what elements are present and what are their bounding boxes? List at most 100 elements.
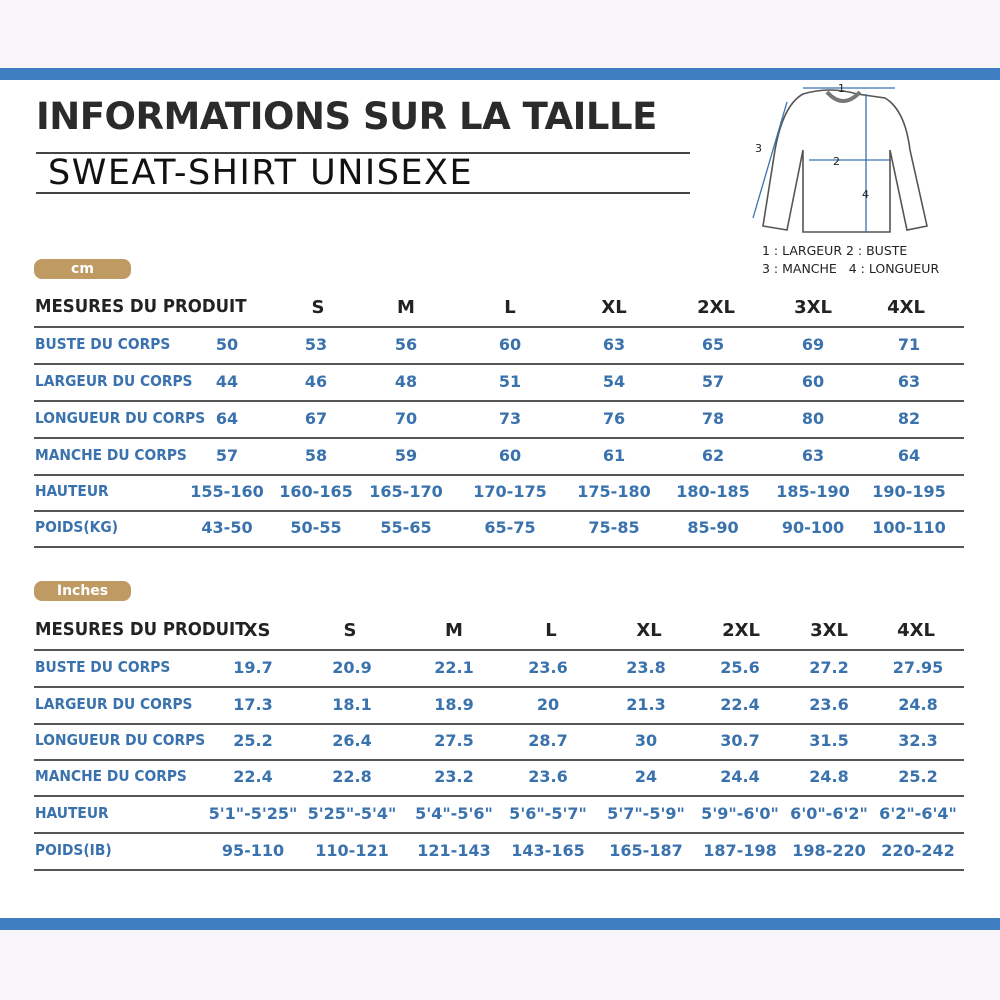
table-cell: 6'0"-6'2" bbox=[790, 804, 868, 823]
table-header-row: MESURES DU PRODUIT S M L XL 2XL 3XL 4XL bbox=[34, 290, 964, 328]
table-cell: 187-198 bbox=[703, 841, 777, 860]
divider bbox=[36, 192, 690, 194]
table-cell: 27.2 bbox=[809, 658, 849, 677]
table-cell: 5'7"-5'9" bbox=[607, 804, 685, 823]
size-header: M bbox=[445, 620, 463, 641]
table-cell: 24.8 bbox=[809, 767, 849, 786]
table-cell: 24.4 bbox=[720, 767, 760, 786]
diagram-legend-2: 3 : MANCHE 4 : LONGUEUR bbox=[762, 261, 940, 276]
table-cell: 60 bbox=[498, 446, 522, 465]
table-cell: 95-110 bbox=[221, 841, 285, 860]
page-title: INFORMATIONS SUR LA TAILLE bbox=[36, 95, 657, 138]
table-cell: 57 bbox=[701, 372, 725, 391]
table-cell: 65-75 bbox=[484, 518, 536, 537]
table-cell: 50-55 bbox=[290, 518, 342, 537]
table-cell: 31.5 bbox=[809, 731, 849, 750]
table-cell: 121-143 bbox=[417, 841, 491, 860]
table-cell: 5'6"-5'7" bbox=[509, 804, 587, 823]
size-header: XL bbox=[636, 620, 662, 641]
table-cell: 5'25"-5'4" bbox=[307, 804, 397, 823]
table-cell: 22.4 bbox=[720, 695, 760, 714]
row-label: HAUTEUR bbox=[35, 482, 109, 500]
table-cell: 18.9 bbox=[434, 695, 474, 714]
table-cell: 63 bbox=[602, 335, 626, 354]
table-cell: 22.8 bbox=[332, 767, 372, 786]
table-cell: 54 bbox=[602, 372, 626, 391]
table-cell: 56 bbox=[394, 335, 418, 354]
size-header: 2XL bbox=[722, 620, 760, 641]
table-cell: 76 bbox=[602, 409, 626, 428]
table-row: MANCHE DU CORPS 22.4 22.8 23.2 23.6 24 24.4 24.… bbox=[34, 759, 964, 797]
size-header: L bbox=[545, 620, 557, 641]
table-cell: 67 bbox=[304, 409, 328, 428]
table-cell: 25.6 bbox=[720, 658, 760, 677]
row-label: POIDS(IB) bbox=[35, 841, 112, 859]
table-row: HAUTEUR 5'1"-5'25" 5'25"-5'4" 5'4"-5'6" 5'6"… bbox=[34, 796, 964, 834]
table-header-row: MESURES DU PRODUIT XS S M L XL 2XL 3XL 4XL bbox=[34, 613, 964, 651]
row-label: BUSTE DU CORPS bbox=[35, 335, 171, 353]
table-cell: 44 bbox=[215, 372, 239, 391]
table-cell: 27.5 bbox=[434, 731, 474, 750]
sweatshirt-diagram: 1 2 3 4 bbox=[752, 82, 928, 233]
table-cell: 85-90 bbox=[687, 518, 739, 537]
table-cell: 69 bbox=[801, 335, 825, 354]
table-cell: 73 bbox=[498, 409, 522, 428]
table-row: LONGUEUR DU CORPS 25.2 26.4 27.5 28.7 30 30.7 3… bbox=[34, 723, 964, 761]
table-row: LARGEUR DU CORPS 17.3 18.1 18.9 20 21.3 22.4 23… bbox=[34, 687, 964, 725]
table-cell: 23.6 bbox=[528, 658, 568, 677]
row-label: BUSTE DU CORPS bbox=[35, 658, 171, 676]
table-cell: 110-121 bbox=[315, 841, 389, 860]
table-cell: 75-85 bbox=[588, 518, 640, 537]
table-cell: 60 bbox=[498, 335, 522, 354]
table-cell: 28.7 bbox=[528, 731, 568, 750]
size-header: L bbox=[504, 297, 516, 318]
table-cell: 21.3 bbox=[626, 695, 666, 714]
size-header: 4XL bbox=[887, 297, 925, 318]
table-cell: 25.2 bbox=[898, 767, 938, 786]
table-cell: 143-165 bbox=[511, 841, 585, 860]
table-cell: 82 bbox=[897, 409, 921, 428]
table-cell: 46 bbox=[304, 372, 328, 391]
table-row: LONGUEUR DU CORPS 64 67 70 73 76 78 80 82 bbox=[34, 401, 964, 439]
table-cell: 78 bbox=[701, 409, 725, 428]
diagram-legend-1: 1 : LARGEUR 2 : BUSTE bbox=[762, 243, 908, 258]
table-cell: 30.7 bbox=[720, 731, 760, 750]
table-cell: 26.4 bbox=[332, 731, 372, 750]
table-cell: 50 bbox=[215, 335, 239, 354]
table-cell: 70 bbox=[394, 409, 418, 428]
row-label: LARGEUR DU CORPS bbox=[35, 372, 193, 390]
table-cell: 65 bbox=[701, 335, 725, 354]
top-accent-bar bbox=[0, 68, 1000, 80]
table-cell: 17.3 bbox=[233, 695, 273, 714]
page-subtitle: SWEAT-SHIRT UNISEXE bbox=[48, 153, 474, 193]
table-cell: 198-220 bbox=[792, 841, 866, 860]
table-cell: 180-185 bbox=[676, 482, 750, 501]
bottom-accent-bar bbox=[0, 918, 1000, 930]
table-cell: 90-100 bbox=[781, 518, 845, 537]
diagram-label-1: 1 bbox=[838, 82, 845, 95]
table-cell: 23.6 bbox=[809, 695, 849, 714]
table-cell: 55-65 bbox=[380, 518, 432, 537]
table-cell: 185-190 bbox=[776, 482, 850, 501]
size-header: M bbox=[397, 297, 415, 318]
table-cell: 18.1 bbox=[332, 695, 372, 714]
table-cell: 63 bbox=[897, 372, 921, 391]
table-cell: 64 bbox=[215, 409, 239, 428]
table-cell: 59 bbox=[394, 446, 418, 465]
table-cell: 165-170 bbox=[369, 482, 443, 501]
table-cell: 170-175 bbox=[473, 482, 547, 501]
diagram-label-4: 4 bbox=[862, 188, 869, 201]
table-cell: 61 bbox=[602, 446, 626, 465]
row-label: LONGUEUR DU CORPS bbox=[35, 731, 206, 749]
table-cell: 23.6 bbox=[528, 767, 568, 786]
table-cell: 160-165 bbox=[279, 482, 353, 501]
size-header: XS bbox=[243, 620, 271, 641]
table-cell: 175-180 bbox=[577, 482, 651, 501]
table-cell: 24.8 bbox=[898, 695, 938, 714]
table-cell: 20 bbox=[536, 695, 560, 714]
divider bbox=[36, 152, 690, 154]
table-cell: 24 bbox=[634, 767, 658, 786]
table-cell: 32.3 bbox=[898, 731, 938, 750]
table-cell: 5'1"-5'25" bbox=[208, 804, 298, 823]
table-row: POIDS(IB) 95-110 110-121 121-143 143-165 165-… bbox=[34, 833, 964, 871]
